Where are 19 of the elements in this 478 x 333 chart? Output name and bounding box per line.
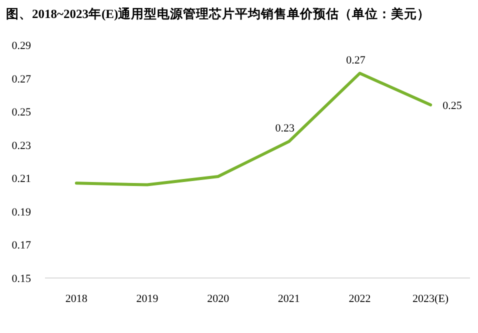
y-tick-label: 0.17 <box>12 240 32 252</box>
data-label: 0.23 <box>275 122 296 135</box>
y-tick-label: 0.25 <box>12 106 32 119</box>
data-label: 0.25 <box>442 100 462 112</box>
data-label: 0.27 <box>346 54 366 66</box>
x-tick-label: 2021 <box>278 293 300 305</box>
line-series <box>74 72 432 186</box>
y-tick-label: 0.21 <box>12 173 31 186</box>
x-tick-label: 2019 <box>136 293 159 305</box>
x-tick-label: 2022 <box>348 293 371 305</box>
y-tick-label: 0.15 <box>12 273 32 285</box>
y-tick-label: 0.27 <box>12 73 32 86</box>
chart-title: 图、2018~2023年(E)通用型电源管理芯片平均销售单价预估（单位：美元） <box>6 6 430 21</box>
y-tick-label: 0.29 <box>12 40 32 52</box>
y-tick-label: 0.19 <box>12 206 32 218</box>
y-tick-label: 0.23 <box>12 140 32 152</box>
x-tick-label: 2018 <box>65 293 88 305</box>
x-tick-label: 2020 <box>207 293 230 305</box>
x-tick-label: 2023(E) <box>412 293 449 305</box>
